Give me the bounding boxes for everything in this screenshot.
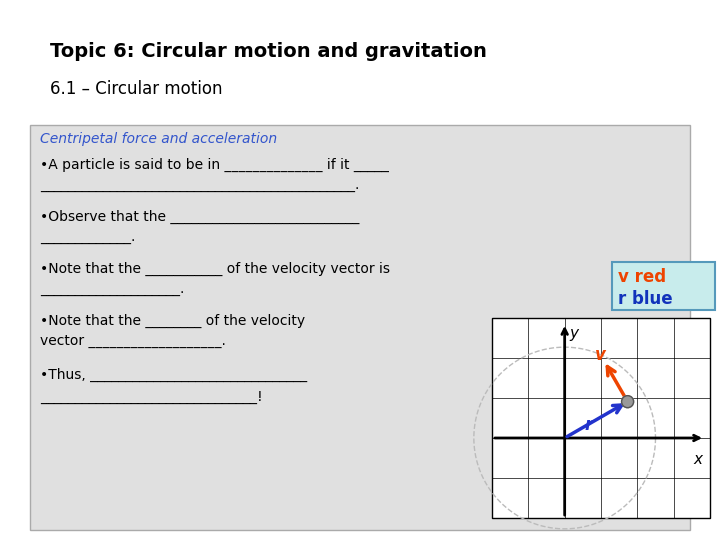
Text: ____________________.: ____________________. (40, 282, 184, 296)
Text: v red: v red (618, 268, 666, 286)
Text: •Thus, _______________________________: •Thus, _______________________________ (40, 368, 307, 382)
Text: r blue: r blue (618, 290, 672, 308)
Text: 6.1 – Circular motion: 6.1 – Circular motion (50, 80, 222, 98)
Text: Topic 6: Circular motion and gravitation: Topic 6: Circular motion and gravitation (50, 42, 487, 61)
Text: r: r (584, 416, 593, 434)
Text: •Note that the ________ of the velocity: •Note that the ________ of the velocity (40, 314, 305, 328)
Text: •Observe that the ___________________________: •Observe that the ______________________… (40, 210, 359, 224)
Bar (30, 125, 690, 530)
Text: Centripetal force and acceleration: Centripetal force and acceleration (40, 132, 277, 146)
Text: •Note that the ___________ of the velocity vector is: •Note that the ___________ of the veloci… (40, 262, 390, 276)
Text: _____________.: _____________. (40, 230, 135, 244)
Circle shape (621, 396, 634, 408)
Text: v: v (595, 346, 606, 363)
Text: vector ___________________.: vector ___________________. (40, 334, 226, 348)
Text: x: x (693, 452, 702, 467)
Bar (492, 318, 710, 518)
Text: _____________________________________________.: ________________________________________… (40, 178, 359, 192)
Text: y: y (570, 326, 579, 341)
Text: _______________________________!: _______________________________! (40, 390, 263, 404)
Text: •A particle is said to be in ______________ if it _____: •A particle is said to be in ___________… (40, 158, 389, 172)
Bar (612, 262, 715, 310)
